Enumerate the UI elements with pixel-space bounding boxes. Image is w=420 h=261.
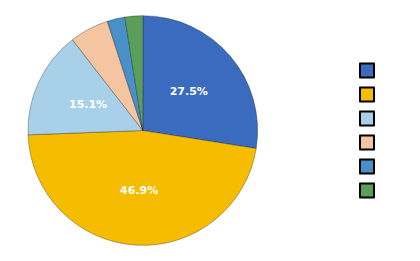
svg-text:15.1%: 15.1%	[69, 98, 107, 111]
svg-text:46.9%: 46.9%	[120, 184, 158, 197]
svg-text:27.5%: 27.5%	[170, 85, 208, 98]
